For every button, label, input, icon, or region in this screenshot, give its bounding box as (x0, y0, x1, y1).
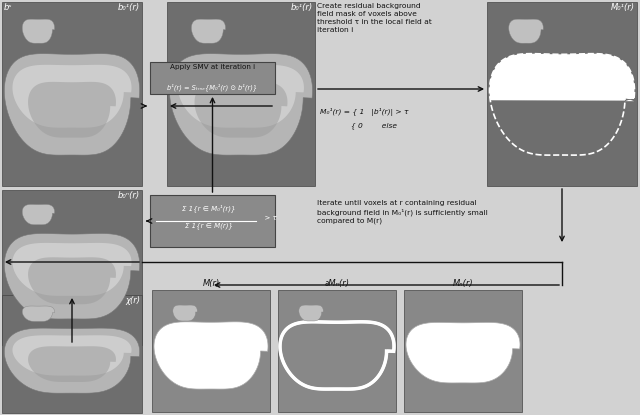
Polygon shape (22, 19, 54, 43)
Polygon shape (509, 19, 543, 43)
Text: Create residual background
field mask of voxels above
threshold τ in the local f: Create residual background field mask of… (317, 3, 432, 33)
Polygon shape (490, 54, 634, 155)
Text: b₀¹(r): b₀¹(r) (291, 3, 313, 12)
Bar (2, 190, 142, 345)
Polygon shape (191, 19, 225, 43)
Bar (167, 2, 315, 186)
Bar (2, 295, 142, 413)
Text: M₀¹(r): M₀¹(r) (611, 3, 635, 12)
Text: M(r): M(r) (202, 279, 220, 288)
Polygon shape (22, 306, 54, 322)
Text: Apply SMV at iteration i: Apply SMV at iteration i (170, 64, 255, 70)
Polygon shape (178, 65, 304, 128)
Polygon shape (173, 305, 197, 321)
Polygon shape (28, 257, 116, 304)
Text: χ(r): χ(r) (125, 296, 140, 305)
Text: > τ: > τ (260, 215, 277, 221)
Text: ∂Mₙ(r): ∂Mₙ(r) (324, 279, 349, 288)
Polygon shape (195, 82, 287, 138)
Bar (152, 290, 270, 412)
Polygon shape (13, 243, 131, 296)
Text: bˢ: bˢ (4, 3, 13, 12)
Polygon shape (28, 346, 116, 382)
Polygon shape (4, 54, 140, 155)
Text: Σ 1{r ∈ M(r)}: Σ 1{r ∈ M(r)} (185, 222, 233, 229)
Polygon shape (28, 82, 116, 138)
Polygon shape (490, 54, 634, 101)
Polygon shape (13, 335, 131, 376)
Polygon shape (287, 325, 387, 385)
Text: Mₙ(r): Mₙ(r) (452, 279, 474, 288)
Polygon shape (280, 322, 394, 389)
Text: Iterate until voxels at r containing residual
background field in M₀¹(r) is suff: Iterate until voxels at r containing res… (317, 200, 488, 225)
Polygon shape (4, 234, 140, 319)
Bar (278, 290, 396, 412)
Polygon shape (22, 205, 54, 225)
Text: { 0        else: { 0 else (320, 122, 397, 129)
Polygon shape (13, 65, 131, 128)
Text: Σ 1{r ∈ M₀¹(r)}: Σ 1{r ∈ M₀¹(r)} (182, 204, 236, 212)
Bar (487, 2, 637, 186)
Polygon shape (170, 54, 312, 155)
Text: b₀¹(r): b₀¹(r) (118, 3, 140, 12)
Bar (150, 62, 275, 94)
Text: M₀¹(r) = { 1   |b¹(r)| > τ: M₀¹(r) = { 1 |b¹(r)| > τ (320, 108, 408, 116)
Bar (404, 290, 522, 412)
Polygon shape (406, 322, 520, 383)
Bar (2, 2, 142, 186)
Text: b¹(r) = Sₜᵣₙₑ{M₀¹(r) ⊙ b¹(r)}: b¹(r) = Sₜᵣₙₑ{M₀¹(r) ⊙ b¹(r)} (168, 83, 257, 91)
Text: b₀ⁿ(r): b₀ⁿ(r) (118, 191, 140, 200)
Polygon shape (154, 322, 268, 389)
Bar (150, 195, 275, 247)
Polygon shape (299, 305, 323, 321)
Polygon shape (4, 328, 140, 393)
